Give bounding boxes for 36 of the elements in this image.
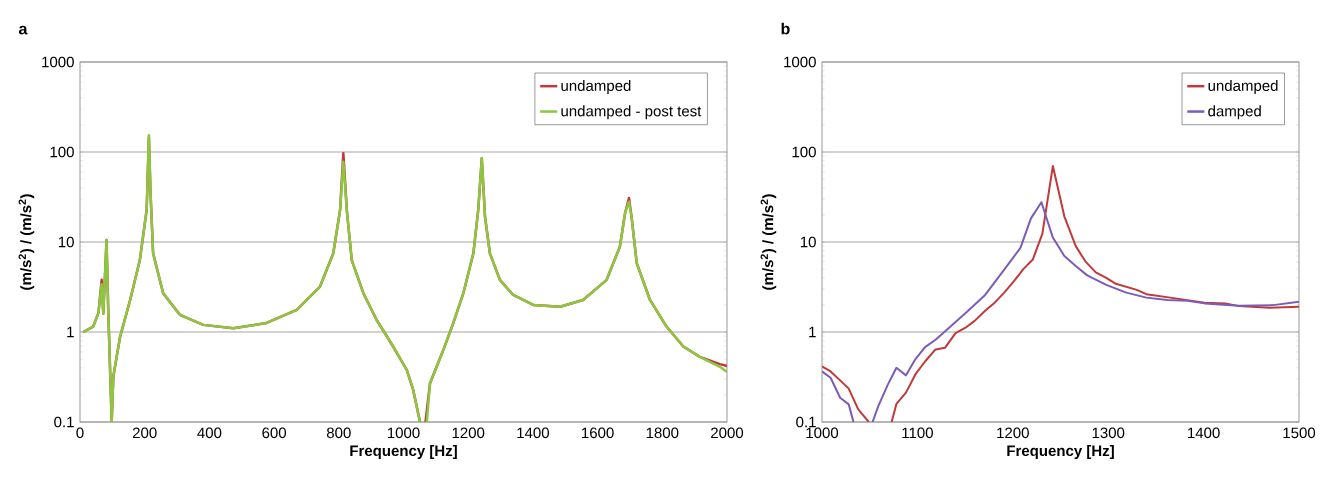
legend-label: undamped — [561, 80, 631, 94]
x-tick-label: 1100 — [902, 427, 933, 439]
y-tick-label: 1000 — [784, 56, 816, 68]
y-tick-label: 1 — [809, 326, 816, 338]
y-tick-label: 1000 — [42, 56, 74, 68]
y-tick-label: 0.1 — [796, 416, 816, 428]
x-tick-label: 400 — [197, 427, 222, 439]
y-tick-label: 1 — [67, 326, 74, 338]
x-tick-label: 600 — [262, 427, 287, 439]
x-axis-title: Frequency [Hz] — [1007, 445, 1114, 459]
y-axis-title: (m/s$^{2}$) / (m/s$^{2}$) — [760, 194, 777, 290]
x-tick-label: 0 — [76, 427, 84, 439]
x-tick-label: 1400 — [517, 427, 549, 439]
y-tick-label: 100 — [50, 146, 74, 158]
x-tick-label: 1600 — [582, 427, 614, 439]
x-tick-label: 1500 — [1283, 427, 1316, 439]
y-tick-label: 10 — [58, 236, 74, 248]
x-tick-label: 2000 — [711, 427, 744, 439]
legend-label: undamped - post test — [561, 105, 702, 120]
x-tick-label: 1400 — [1188, 427, 1220, 439]
x-tick-label: 800 — [326, 427, 351, 439]
legend-label: undamped — [1208, 80, 1278, 94]
x-axis-title: Frequency [Hz] — [350, 445, 457, 459]
x-tick-label: 1800 — [646, 427, 679, 439]
x-tick-label: 1200 — [452, 427, 485, 439]
y-tick-label: 100 — [792, 146, 816, 158]
y-tick-label: 0.1 — [54, 416, 74, 428]
y-axis-title: (m/s$^{2}$) / (m/s$^{2}$) — [18, 194, 35, 290]
x-tick-label: 1300 — [1092, 427, 1125, 439]
chart-title: a — [19, 25, 28, 35]
x-tick-label: 1000 — [387, 427, 420, 439]
y-tick-label: 10 — [800, 236, 816, 248]
x-tick-label: 200 — [132, 427, 157, 439]
chart-title: b — [781, 22, 790, 35]
x-tick-label: 1200 — [997, 427, 1029, 439]
legend-label: damped — [1208, 105, 1261, 120]
